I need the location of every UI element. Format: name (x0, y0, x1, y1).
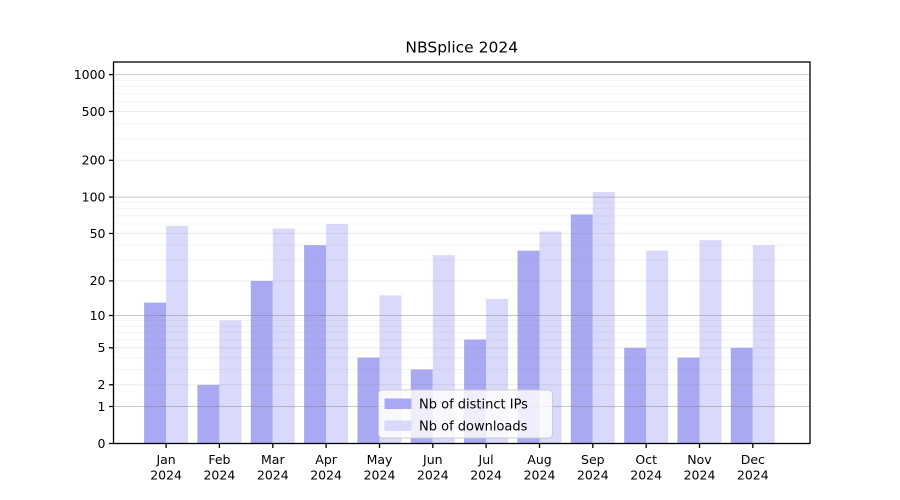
bar-distinct-ips-nov (677, 357, 700, 444)
bar-downloads-jan (166, 225, 189, 444)
y-tick-label-200: 200 (82, 153, 106, 168)
x-tick-label-year-nov: 2024 (684, 468, 716, 483)
bar-distinct-ips-mar (250, 280, 273, 444)
y-tick-label-0: 0 (98, 436, 106, 451)
bar-downloads-apr (326, 224, 349, 444)
x-tick-label-dec: Dec (741, 452, 765, 467)
bar-distinct-ips-apr (304, 245, 327, 444)
legend-label-distinct-ips: Nb of distinct IPs (419, 398, 528, 413)
x-tick-label-feb: Feb (208, 452, 230, 467)
y-tick-label-1: 1 (98, 399, 106, 414)
x-tick-label-aug: Aug (527, 452, 551, 467)
bar-downloads-oct (646, 250, 669, 444)
x-tick-label-apr: Apr (315, 452, 337, 467)
legend-swatch-distinct-ips (384, 398, 412, 409)
y-tick-label-10: 10 (90, 308, 106, 323)
bar-downloads-nov (699, 240, 722, 444)
legend-swatch-downloads (384, 420, 412, 431)
bar-distinct-ips-sep (570, 214, 593, 444)
x-tick-label-year-aug: 2024 (524, 468, 556, 483)
x-tick-label-oct: Oct (635, 452, 657, 467)
bar-distinct-ips-may (357, 357, 380, 444)
x-tick-label-sep: Sep (581, 452, 605, 467)
bar-downloads-mar (272, 228, 295, 444)
plot-border (112, 61, 811, 445)
legend: Nb of distinct IPs Nb of downloads (378, 389, 553, 439)
x-tick-label-year-mar: 2024 (257, 468, 289, 483)
bar-distinct-ips-jan (144, 302, 167, 444)
x-tick-label-year-jul: 2024 (470, 468, 502, 483)
legend-box (378, 389, 553, 439)
y-tick-label-50: 50 (90, 226, 106, 241)
legend-label-downloads: Nb of downloads (419, 420, 528, 435)
x-tick-label-mar: Mar (261, 452, 285, 467)
bar-distinct-ips-dec (730, 347, 753, 444)
x-tick-label-year-jun: 2024 (417, 468, 449, 483)
x-tick-label-nov: Nov (687, 452, 712, 467)
x-tick-label-year-sep: 2024 (577, 468, 609, 483)
bar-distinct-ips-feb (197, 384, 220, 444)
x-tick-label-jul: Jul (478, 452, 494, 467)
x-tick-label-year-may: 2024 (364, 468, 396, 483)
x-tick-label-year-jan: 2024 (150, 468, 182, 483)
x-tick-label-year-dec: 2024 (737, 468, 769, 483)
y-tick-label-20: 20 (90, 273, 106, 288)
y-tick-label-2: 2 (98, 377, 106, 392)
x-tick-label-year-oct: 2024 (630, 468, 662, 483)
x-tick-label-may: May (367, 452, 393, 467)
y-tick-label-500: 500 (82, 104, 106, 119)
x-tick-label-jun: Jun (422, 452, 443, 467)
y-tick-label-1000: 1000 (74, 67, 106, 82)
bar-distinct-ips-oct (624, 347, 647, 444)
bar-downloads-dec (752, 245, 775, 444)
bar-downloads-feb (219, 320, 242, 444)
y-tick-label-100: 100 (82, 189, 106, 204)
x-tick-label-jan: Jan (155, 452, 175, 467)
x-tick-label-year-feb: 2024 (203, 468, 235, 483)
x-tick-label-year-apr: 2024 (310, 468, 342, 483)
chart-title: NBSplice 2024 (405, 39, 518, 57)
bar-downloads-sep (592, 192, 615, 444)
y-tick-label-5: 5 (98, 340, 106, 355)
